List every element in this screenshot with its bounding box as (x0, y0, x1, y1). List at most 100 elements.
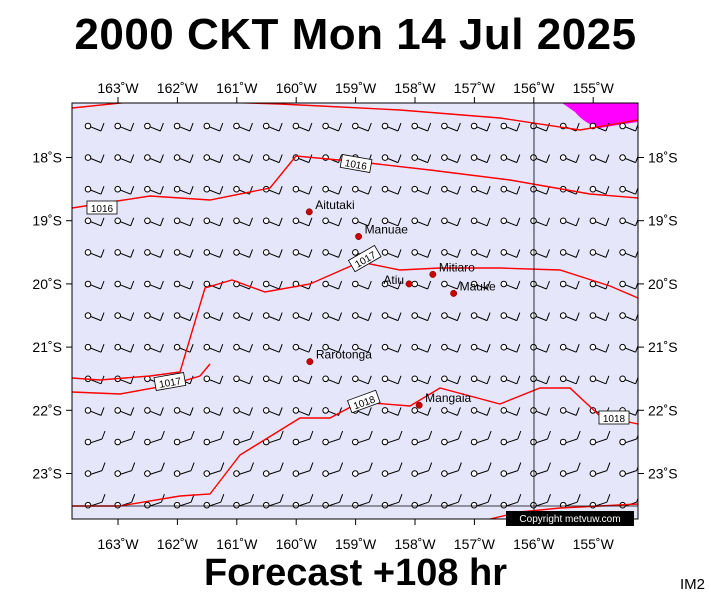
wind-barb (262, 312, 283, 322)
wind-barb (530, 217, 550, 227)
wind-barb (352, 280, 372, 290)
wind-barb (203, 154, 224, 164)
wind-barb (470, 407, 491, 416)
wind-barb (322, 249, 343, 258)
wind-barb (292, 407, 313, 416)
lon-tick-label-top: 156˚W (513, 80, 555, 96)
lat-tick-label-left: 21˚S (32, 339, 62, 355)
wind-barb (441, 312, 461, 322)
wind-barb (322, 494, 344, 509)
isobar-label: 1018 (598, 410, 630, 425)
isobar-label: 1017 (347, 244, 382, 273)
wind-barb (144, 312, 164, 322)
wind-barb (262, 122, 283, 132)
wind-barb (352, 343, 372, 353)
wind-barb (203, 407, 224, 416)
wind-barb (322, 280, 343, 290)
forecast-label: Forecast +108 hr (203, 552, 508, 594)
lon-tick-label-bottom: 159˚W (335, 536, 377, 552)
isobar-label: 1016 (86, 200, 118, 215)
wind-barb (500, 122, 521, 132)
wind-barb (619, 249, 638, 258)
lon-tick-label-top: 155˚W (573, 80, 615, 96)
wind-barb (381, 430, 403, 446)
wind-barb (589, 185, 610, 195)
wind-barb (203, 343, 224, 353)
wind-barb (470, 217, 491, 227)
wind-barb (619, 154, 638, 164)
wind-barb (559, 312, 580, 322)
wind-barb (292, 122, 313, 132)
lat-tick-label-left: 20˚S (32, 276, 62, 292)
wind-barb (173, 217, 194, 227)
lon-tick-label-top: 160˚W (276, 80, 318, 96)
wind-barb (203, 249, 224, 258)
wind-barb (381, 154, 402, 164)
wind-barb (114, 217, 135, 227)
wind-barb (203, 312, 224, 322)
wind-barb (500, 185, 521, 195)
isobar-line (72, 261, 638, 381)
wind-barb (619, 375, 638, 385)
island-name: Rarotonga (316, 348, 372, 362)
wind-barb (500, 494, 522, 509)
lon-tick-label-top: 159˚W (335, 80, 377, 96)
wind-barb (441, 407, 461, 416)
wind-barb (262, 217, 283, 227)
wind-barb (619, 343, 638, 353)
wind-barb (470, 280, 491, 290)
wind-barb (559, 407, 580, 416)
wind-barb (84, 217, 105, 227)
wind-barb (559, 280, 580, 290)
wind-barb (322, 122, 343, 132)
island-name: Atiu (383, 273, 404, 287)
wind-barb (470, 249, 491, 258)
wind-barb (411, 217, 432, 227)
wind-barb (589, 249, 610, 258)
wind-barb (203, 375, 224, 385)
island-marker: Mauke (450, 279, 496, 297)
wind-barb (84, 462, 106, 477)
wind-barb (352, 375, 372, 385)
map-title: 2000 CKT Mon 14 Jul 2025 (74, 10, 637, 59)
wind-barb (500, 430, 522, 446)
wind-barb (352, 494, 373, 509)
wind-barb (530, 407, 550, 416)
wind-barb (441, 122, 461, 132)
wind-barb (262, 154, 283, 164)
wind-barb (619, 312, 638, 322)
wind-barb (173, 462, 195, 477)
wind-barb (233, 375, 253, 385)
wind-barb (411, 185, 432, 195)
wind-barb (500, 154, 521, 164)
lat-tick-label-left: 18˚S (32, 150, 62, 166)
wind-barb (530, 185, 550, 195)
wind-barb (173, 407, 194, 416)
wind-barb (530, 122, 550, 132)
wind-barb (322, 375, 343, 385)
wind-barb (144, 154, 164, 164)
wind-barb (441, 217, 461, 227)
wind-barb (352, 217, 372, 227)
wind-barb (292, 312, 313, 322)
wind-barb (470, 343, 491, 353)
wind-barb (470, 494, 492, 509)
lon-tick-label-bottom: 160˚W (276, 536, 318, 552)
wind-barb (381, 217, 402, 227)
isobars (72, 103, 638, 519)
wind-barb (144, 430, 165, 446)
wind-barb (381, 494, 403, 509)
lon-tick-label-bottom: 163˚W (97, 536, 139, 552)
lon-tick-label-bottom: 161˚W (216, 536, 258, 552)
wind-barb (500, 343, 521, 353)
wind-barb (381, 280, 402, 290)
wind-barb (589, 312, 610, 322)
wind-barb (84, 430, 106, 446)
wind-barb (262, 343, 283, 353)
wind-barb (559, 375, 580, 385)
islands: Aitutaki Manuae Mitiaro Atiu Mauke Rarotonga M… (305, 198, 496, 409)
island-name: Mangaia (425, 391, 471, 405)
wind-barb (292, 185, 313, 195)
wind-barb (322, 343, 343, 353)
